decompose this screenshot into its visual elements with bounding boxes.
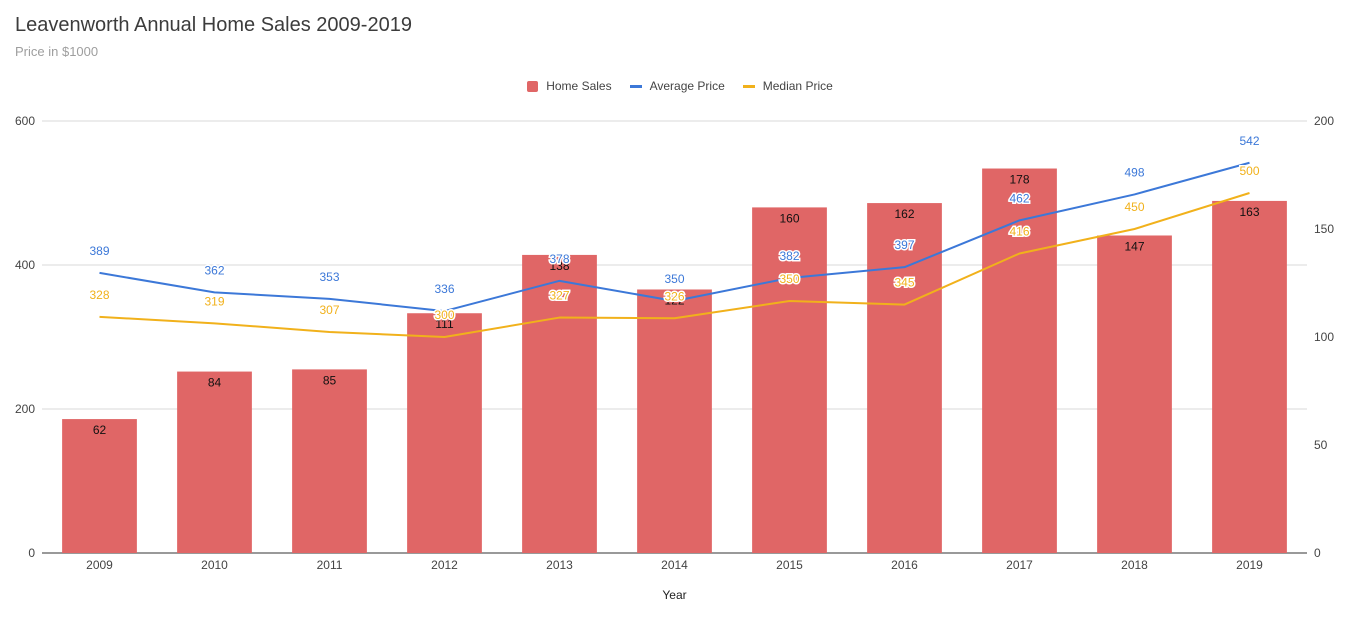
data-label-home-sales: 62 [93, 423, 107, 437]
data-label-median-price: 319 [204, 294, 224, 308]
chart-subtitle: Price in $1000 [15, 44, 99, 59]
y-tick-left: 600 [15, 114, 35, 128]
data-label-median-price: 326 [664, 289, 684, 303]
data-label-home-sales: 147 [1124, 239, 1144, 253]
data-label-median-price: 300 [434, 308, 454, 322]
y-tick-right: 50 [1314, 438, 1328, 452]
data-label-home-sales: 85 [323, 373, 337, 387]
data-label-average-price: 350 [664, 272, 684, 286]
x-tick-label: 2012 [431, 558, 458, 572]
data-label-median-price: 345 [894, 276, 914, 290]
x-tick-label: 2018 [1121, 558, 1148, 572]
x-tick-label: 2013 [546, 558, 573, 572]
data-label-average-price: 397 [894, 238, 914, 252]
data-label-median-price: 416 [1009, 224, 1029, 238]
y-tick-left: 400 [15, 258, 35, 272]
x-tick-label: 2009 [86, 558, 113, 572]
y-tick-right: 0 [1314, 546, 1321, 560]
bar-home-sales [292, 369, 367, 553]
bar-home-sales [177, 371, 252, 553]
legend-label-median-price: Median Price [762, 79, 833, 93]
x-tick-label: 2015 [776, 558, 803, 572]
data-label-median-price: 327 [549, 289, 569, 303]
data-label-average-price: 378 [549, 252, 569, 266]
data-label-median-price: 500 [1239, 164, 1259, 178]
bar-home-sales [982, 168, 1057, 553]
legend-item-home-sales[interactable]: Home Sales [527, 79, 612, 93]
data-label-home-sales: 111 [435, 317, 454, 331]
data-label-average-price: 498 [1124, 165, 1144, 179]
y-tick-right: 200 [1314, 114, 1334, 128]
data-label-average-price: 382 [779, 249, 799, 263]
data-label-home-sales: 84 [208, 376, 222, 390]
data-label-home-sales: 160 [779, 211, 799, 225]
data-label-average-price: 353 [319, 270, 339, 284]
line-average-price [99, 161, 1250, 313]
y-tick-left: 0 [28, 546, 35, 560]
bar-home-sales [1212, 200, 1287, 554]
legend-swatch-median-price [742, 84, 755, 88]
legend-label-average-price: Average Price [649, 79, 725, 93]
x-axis-title: Year [662, 588, 686, 602]
data-label-home-sales: 178 [1009, 173, 1029, 187]
x-tick-label: 2017 [1006, 558, 1033, 572]
bar-home-sales [867, 203, 942, 553]
legend-label-home-sales: Home Sales [546, 79, 612, 93]
data-label-average-price: 336 [434, 282, 454, 296]
line-median-price [99, 192, 1250, 338]
data-label-median-price: 307 [319, 303, 339, 317]
y-tick-left: 200 [15, 402, 35, 416]
bar-home-sales [637, 289, 712, 553]
chart-title: Leavenworth Annual Home Sales 2009-2019 [15, 14, 412, 36]
x-tick-label: 2016 [891, 558, 918, 572]
data-label-median-price: 328 [89, 288, 109, 302]
legend-item-median-price[interactable]: Median Price [742, 79, 833, 93]
x-tick-label: 2014 [661, 558, 688, 572]
bar-home-sales [407, 313, 482, 553]
legend-swatch-average-price [629, 84, 642, 88]
x-tick-label: 2019 [1236, 558, 1263, 572]
data-label-average-price: 389 [89, 244, 109, 258]
bar-home-sales [752, 207, 827, 553]
y-tick-right: 150 [1314, 222, 1334, 236]
data-label-median-price: 450 [1124, 200, 1144, 214]
bar-home-sales [1097, 235, 1172, 554]
y-tick-right: 100 [1314, 330, 1334, 344]
data-label-median-price: 350 [779, 272, 799, 286]
x-tick-label: 2010 [201, 558, 228, 572]
bar-home-sales [62, 419, 137, 553]
legend: Home Sales Average Price Median Price [0, 79, 1360, 93]
x-tick-label: 2011 [317, 558, 343, 572]
data-label-home-sales: 138 [549, 259, 569, 273]
legend-item-average-price[interactable]: Average Price [629, 79, 725, 93]
data-label-average-price: 362 [204, 263, 224, 277]
data-label-home-sales: 162 [894, 207, 914, 221]
data-label-average-price: 542 [1239, 134, 1259, 148]
legend-swatch-home-sales [527, 80, 539, 92]
data-label-average-price: 462 [1009, 191, 1029, 205]
bar-home-sales [522, 254, 597, 554]
data-label-home-sales: 163 [1239, 205, 1259, 219]
